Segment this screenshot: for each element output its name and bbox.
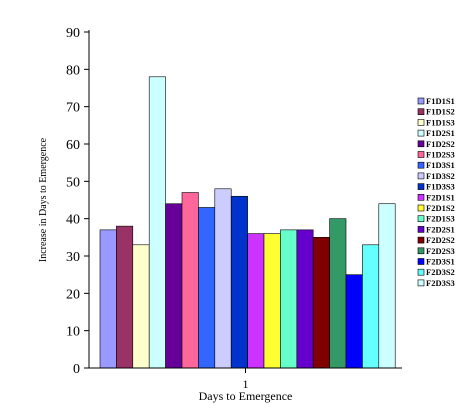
x-tick-label: 1 xyxy=(243,377,249,391)
legend-label: F1D2S2 xyxy=(426,139,455,149)
bar-f2d3s3 xyxy=(378,203,396,369)
legend-label: F2D3S1 xyxy=(426,257,455,267)
y-tick-label: 40 xyxy=(66,213,80,228)
bar-f2d3s1 xyxy=(345,274,363,369)
legend-label: F1D2S1 xyxy=(426,128,455,138)
y-tick-label: 60 xyxy=(66,138,80,153)
y-tick-label: 80 xyxy=(66,63,80,78)
bar-f1d3s2 xyxy=(214,188,232,369)
legend-swatch xyxy=(417,204,425,212)
legend-swatch xyxy=(417,183,425,190)
legend-swatch xyxy=(417,97,425,105)
legend-label: F1D3S1 xyxy=(426,160,455,170)
legend-label: F1D1S2 xyxy=(426,107,455,117)
legend-label: F2D1S2 xyxy=(426,203,455,213)
bar-f1d2s2 xyxy=(165,203,183,369)
bar-f1d3s1 xyxy=(198,207,216,369)
legend-label: F1D1S1 xyxy=(426,96,455,106)
legend-swatch xyxy=(417,119,425,126)
legend-label: F2D3S2 xyxy=(426,267,455,277)
bar-f1d3s3 xyxy=(230,195,248,369)
legend-swatch xyxy=(417,258,425,265)
legend-label: F2D1S3 xyxy=(426,214,455,224)
legend-swatch xyxy=(417,247,425,255)
y-tick-label: 90 xyxy=(66,26,80,41)
bar-f2d1s2 xyxy=(263,233,281,369)
y-tick-label: 70 xyxy=(66,101,80,116)
bar-f2d1s3 xyxy=(280,229,298,369)
bar-group xyxy=(99,76,396,369)
bar-f1d2s3 xyxy=(181,192,199,369)
legend-swatch xyxy=(417,279,425,287)
legend-swatch xyxy=(417,140,425,148)
legend-label: F1D2S3 xyxy=(426,150,455,160)
y-axis-label: Increase in Days to Emergence xyxy=(38,137,49,262)
legend-label: F2D2S2 xyxy=(426,235,455,245)
axes xyxy=(88,30,402,373)
legend-swatch xyxy=(417,129,425,137)
bar-f2d2s3 xyxy=(329,218,347,369)
legend-label: F2D2S1 xyxy=(426,224,455,234)
legend-swatch xyxy=(417,108,425,115)
legend-swatch xyxy=(417,194,425,201)
legend-label: F1D3S2 xyxy=(426,171,455,181)
bar-f1d1s1 xyxy=(99,229,117,369)
y-tick-label: 10 xyxy=(66,325,80,340)
y-tick-label: 0 xyxy=(73,362,80,377)
legend-swatch xyxy=(417,226,425,233)
bar-f2d3s2 xyxy=(362,244,380,369)
bar-f2d2s1 xyxy=(296,229,314,369)
legend-swatch xyxy=(417,172,425,180)
legend-swatch xyxy=(417,215,425,222)
bar-f1d1s2 xyxy=(116,225,134,369)
legend-swatch xyxy=(417,161,425,169)
legend-label: F1D1S3 xyxy=(426,117,455,127)
legend-label: F2D1S1 xyxy=(426,192,455,202)
bar-f2d1s1 xyxy=(247,233,265,369)
bar-f1d2s1 xyxy=(148,76,166,369)
legend-swatch xyxy=(417,236,425,244)
legend-swatch xyxy=(417,268,425,276)
x-axis-label: Days to Emergence xyxy=(199,389,293,403)
bar-f1d1s3 xyxy=(132,244,150,369)
legend-label: F2D2S3 xyxy=(426,246,455,256)
y-tick-label: 20 xyxy=(66,287,80,302)
legend-swatch xyxy=(417,151,425,158)
legend: F1D1S1F1D1S2F1D1S3F1D2S1F1D2S2F1D2S3F1D3… xyxy=(417,96,455,288)
legend-label: F1D3S3 xyxy=(426,182,455,192)
y-tick-label: 50 xyxy=(66,175,80,190)
bar-f2d2s2 xyxy=(312,237,330,369)
y-axis-ticks: 0 10 20 30 40 50 60 70 80 90 xyxy=(66,26,89,377)
y-tick-label: 30 xyxy=(66,250,80,265)
legend-label: F2D3S3 xyxy=(426,278,455,288)
